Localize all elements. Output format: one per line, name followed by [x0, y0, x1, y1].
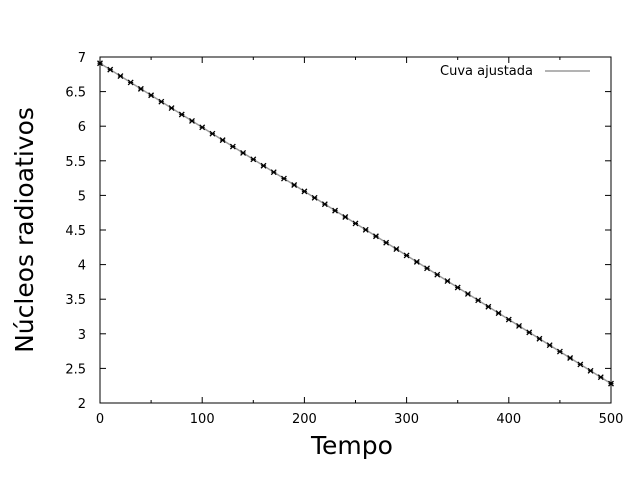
data-point — [608, 380, 614, 387]
data-point — [475, 297, 482, 304]
axis-ticks — [99, 56, 612, 404]
data-point — [332, 207, 339, 214]
data-point — [505, 316, 512, 323]
data-point — [219, 137, 226, 144]
data-point — [464, 290, 471, 297]
data-points — [97, 60, 614, 387]
data-point — [536, 335, 543, 342]
data-point — [229, 143, 236, 150]
data-point — [587, 367, 594, 374]
x-tick-label: 200 — [292, 412, 317, 427]
data-point — [424, 265, 430, 272]
y-tick-label: 3.5 — [65, 293, 86, 308]
data-point — [199, 124, 206, 131]
x-tick-label: 500 — [599, 412, 624, 427]
y-tick-label: 4.5 — [65, 224, 86, 239]
y-tick-label: 3 — [78, 328, 86, 343]
data-point — [526, 329, 533, 336]
data-point — [291, 182, 298, 188]
x-tick-label: 400 — [496, 412, 521, 427]
data-point — [383, 239, 390, 246]
x-tick-labels: 0 100 200 300 400 500 — [96, 412, 624, 427]
data-point — [178, 111, 185, 118]
data-point — [127, 79, 134, 86]
data-point — [137, 85, 144, 92]
data-point — [597, 374, 604, 381]
data-point — [577, 361, 584, 368]
y-tick-label: 4 — [78, 259, 86, 274]
data-point — [168, 105, 175, 112]
y-axis-title: Núcleos radioativos — [10, 107, 39, 353]
y-tick-label: 2.5 — [65, 362, 86, 377]
y-tick-label: 2 — [78, 397, 86, 412]
y-tick-label: 6 — [78, 120, 86, 135]
data-point — [556, 348, 563, 355]
data-point — [158, 98, 165, 105]
data-point — [372, 233, 379, 240]
data-point — [209, 130, 216, 137]
legend-label: Cuva ajustada — [440, 64, 533, 79]
y-tick-labels: 2 2.5 3 3.5 4 4.5 5 5.5 6 6.5 7 — [65, 51, 86, 412]
data-point — [393, 246, 400, 253]
data-point — [454, 284, 461, 291]
legend: Cuva ajustada — [440, 64, 590, 79]
data-point — [413, 258, 420, 265]
data-point — [148, 92, 155, 99]
x-axis-title: Tempo — [310, 431, 393, 460]
data-point — [321, 201, 328, 208]
data-point — [403, 252, 410, 259]
x-tick-label: 300 — [394, 412, 419, 427]
data-point — [434, 271, 441, 278]
data-point — [444, 278, 451, 285]
y-tick-label: 5 — [78, 189, 86, 204]
y-tick-label: 6.5 — [65, 86, 86, 101]
data-point — [117, 73, 124, 80]
data-point — [311, 194, 318, 201]
data-point — [270, 169, 277, 176]
data-point — [301, 188, 308, 195]
x-tick-label: 100 — [190, 412, 215, 427]
data-point — [516, 322, 522, 329]
data-point — [352, 220, 359, 227]
x-tick-label: 0 — [96, 412, 104, 427]
data-point — [342, 214, 349, 220]
data-point — [485, 303, 492, 310]
y-tick-label: 7 — [78, 51, 86, 66]
data-point — [189, 117, 195, 124]
data-point — [250, 156, 257, 163]
data-point — [495, 310, 502, 317]
plot-frame — [99, 56, 612, 404]
data-point — [107, 66, 114, 73]
data-point — [240, 149, 247, 156]
y-tick-label: 5.5 — [65, 155, 86, 170]
data-point — [362, 226, 369, 233]
data-point — [546, 342, 553, 349]
data-point — [567, 355, 574, 361]
data-point — [97, 60, 103, 67]
data-point — [260, 162, 267, 169]
data-point — [281, 175, 287, 182]
